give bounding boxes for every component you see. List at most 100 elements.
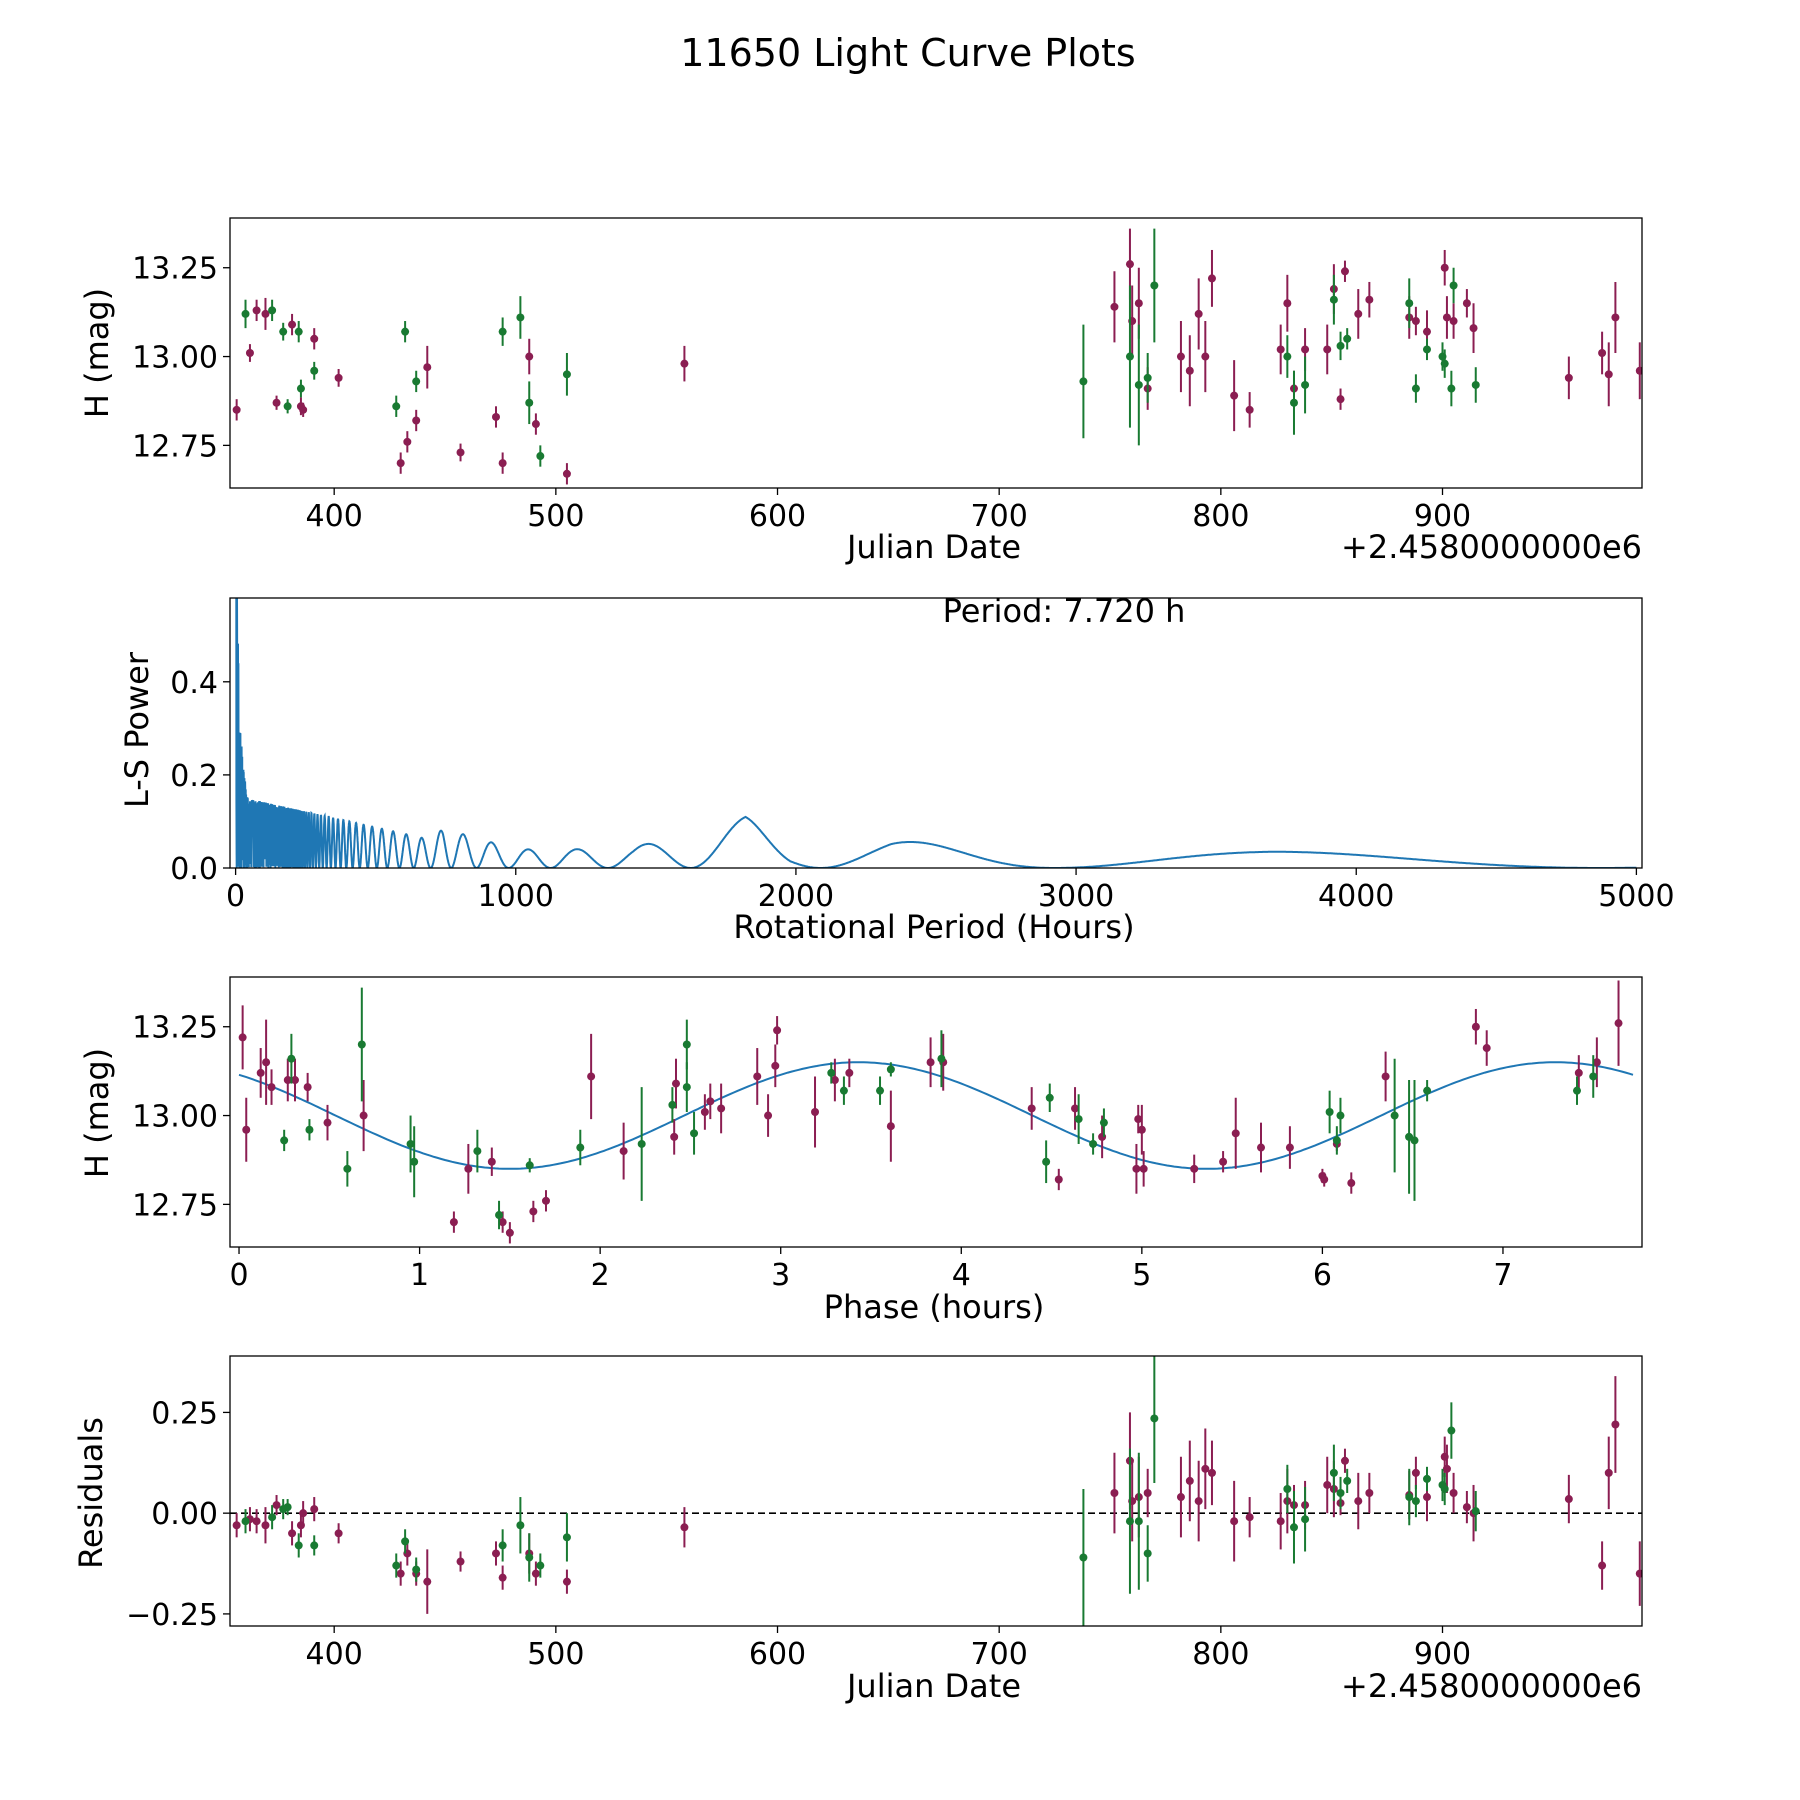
phase-point xyxy=(753,1072,762,1081)
periodogram-xtick-label: 2000 xyxy=(758,879,834,914)
lightcurve-point xyxy=(1276,345,1285,354)
lightcurve-xlabel: Julian Date xyxy=(845,528,1021,566)
phase-point xyxy=(256,1068,265,1077)
lightcurve-point xyxy=(1340,267,1349,276)
phase-xtick-label: 7 xyxy=(1493,1258,1512,1293)
lightcurve-point xyxy=(296,384,305,393)
phase-point xyxy=(1054,1175,1063,1184)
residuals-point xyxy=(1438,1480,1447,1489)
phase-point xyxy=(619,1147,628,1156)
phase-point xyxy=(343,1164,352,1173)
lightcurve-point xyxy=(1289,398,1298,407)
lightcurve-point xyxy=(1230,391,1239,400)
lightcurve-point xyxy=(1134,380,1143,389)
periodogram-ylabel: L-S Power xyxy=(118,651,156,808)
model-fit-curve xyxy=(238,1061,1634,1170)
phase-xlabel: Phase (hours) xyxy=(824,1288,1045,1326)
lightcurve-point xyxy=(423,363,432,372)
periodogram-xtick-label: 3000 xyxy=(1038,879,1114,914)
lightcurve-point xyxy=(279,327,288,336)
residuals-point xyxy=(1079,1553,1088,1562)
residuals-point xyxy=(294,1541,303,1550)
phase-point xyxy=(1137,1125,1146,1134)
phase-point xyxy=(690,1129,699,1138)
residuals-point xyxy=(1354,1497,1363,1506)
phase-point xyxy=(1320,1175,1329,1184)
lightcurve-point xyxy=(412,377,421,386)
phase-point xyxy=(487,1157,496,1166)
lightcurve-point xyxy=(1329,295,1338,304)
phase-ytick-label: 13.25 xyxy=(132,1011,218,1046)
lightcurve-point xyxy=(1283,352,1292,361)
lightcurve-point xyxy=(1336,395,1345,404)
phase-xtick-label: 0 xyxy=(229,1258,248,1293)
residuals-point xyxy=(412,1565,421,1574)
lightcurve-point xyxy=(1447,384,1456,393)
phase-point xyxy=(242,1125,251,1134)
phase-point xyxy=(283,1076,292,1085)
lightcurve-point xyxy=(1440,263,1449,272)
periodogram-panel: Rotational Period (Hours) L-S Power Peri… xyxy=(118,592,1675,946)
phase-point xyxy=(587,1072,596,1081)
residuals-point xyxy=(1336,1489,1345,1498)
phase-xtick-label: 4 xyxy=(952,1258,971,1293)
phase-point xyxy=(303,1083,312,1092)
phase-point xyxy=(305,1125,314,1134)
lightcurve-point xyxy=(1207,274,1216,283)
lightcurve-point xyxy=(241,309,250,318)
lightcurve-point xyxy=(1604,370,1613,379)
phase-point xyxy=(1482,1044,1491,1053)
lightcurve-ytick-label: 13.25 xyxy=(132,252,218,287)
lightcurve-point xyxy=(516,313,525,322)
lightcurve-point xyxy=(1449,281,1458,290)
lightcurve-xtick-label: 400 xyxy=(306,499,363,534)
phase-point xyxy=(1190,1164,1199,1173)
residuals-ytick-label: 0.00 xyxy=(151,1497,218,1532)
residuals-point xyxy=(1150,1414,1159,1423)
lightcurve-point xyxy=(1079,377,1088,386)
periodogram-ytick-label: 0.4 xyxy=(170,666,218,701)
residuals-point xyxy=(392,1561,401,1570)
phase-point xyxy=(1074,1115,1083,1124)
phase-point xyxy=(495,1211,504,1220)
lightcurve-point xyxy=(1201,352,1210,361)
phase-point xyxy=(464,1164,473,1173)
lightcurve-point xyxy=(1143,373,1152,382)
residuals-point xyxy=(1283,1484,1292,1493)
phase-point xyxy=(637,1139,646,1148)
phase-point xyxy=(682,1083,691,1092)
lightcurve-point xyxy=(252,306,261,315)
residuals-point xyxy=(1323,1480,1332,1489)
residuals-plot-area xyxy=(230,1356,1642,1626)
phase-point xyxy=(1336,1111,1345,1120)
residuals-point xyxy=(1343,1476,1352,1485)
lightcurve-point xyxy=(1422,345,1431,354)
residuals-point xyxy=(288,1529,297,1538)
phase-point xyxy=(773,1026,782,1035)
residuals-point xyxy=(299,1509,308,1518)
residuals-point xyxy=(1365,1489,1374,1498)
residuals-point xyxy=(1422,1493,1431,1502)
lightcurve-point xyxy=(1194,309,1203,318)
lightcurve-point xyxy=(412,416,421,425)
phase-point xyxy=(280,1136,289,1145)
phase-point xyxy=(926,1058,935,1067)
residuals-point xyxy=(1110,1489,1119,1498)
phase-point xyxy=(700,1108,709,1116)
residuals-point xyxy=(456,1557,465,1566)
residuals-point xyxy=(491,1549,500,1558)
phase-point xyxy=(410,1157,419,1166)
lightcurve-point xyxy=(1611,313,1620,322)
lightcurve-point xyxy=(525,398,534,407)
lightcurve-point xyxy=(498,327,507,336)
residuals-point xyxy=(310,1505,319,1514)
residuals-point xyxy=(283,1503,292,1512)
lightcurve-xtick-label: 900 xyxy=(1414,499,1471,534)
lightcurve-point xyxy=(1110,302,1119,311)
phase-point xyxy=(764,1111,773,1120)
lightcurve-point xyxy=(562,370,571,379)
phase-point xyxy=(886,1122,895,1131)
residuals-xtick-label: 800 xyxy=(1192,1637,1249,1672)
lightcurve-point xyxy=(403,437,412,446)
